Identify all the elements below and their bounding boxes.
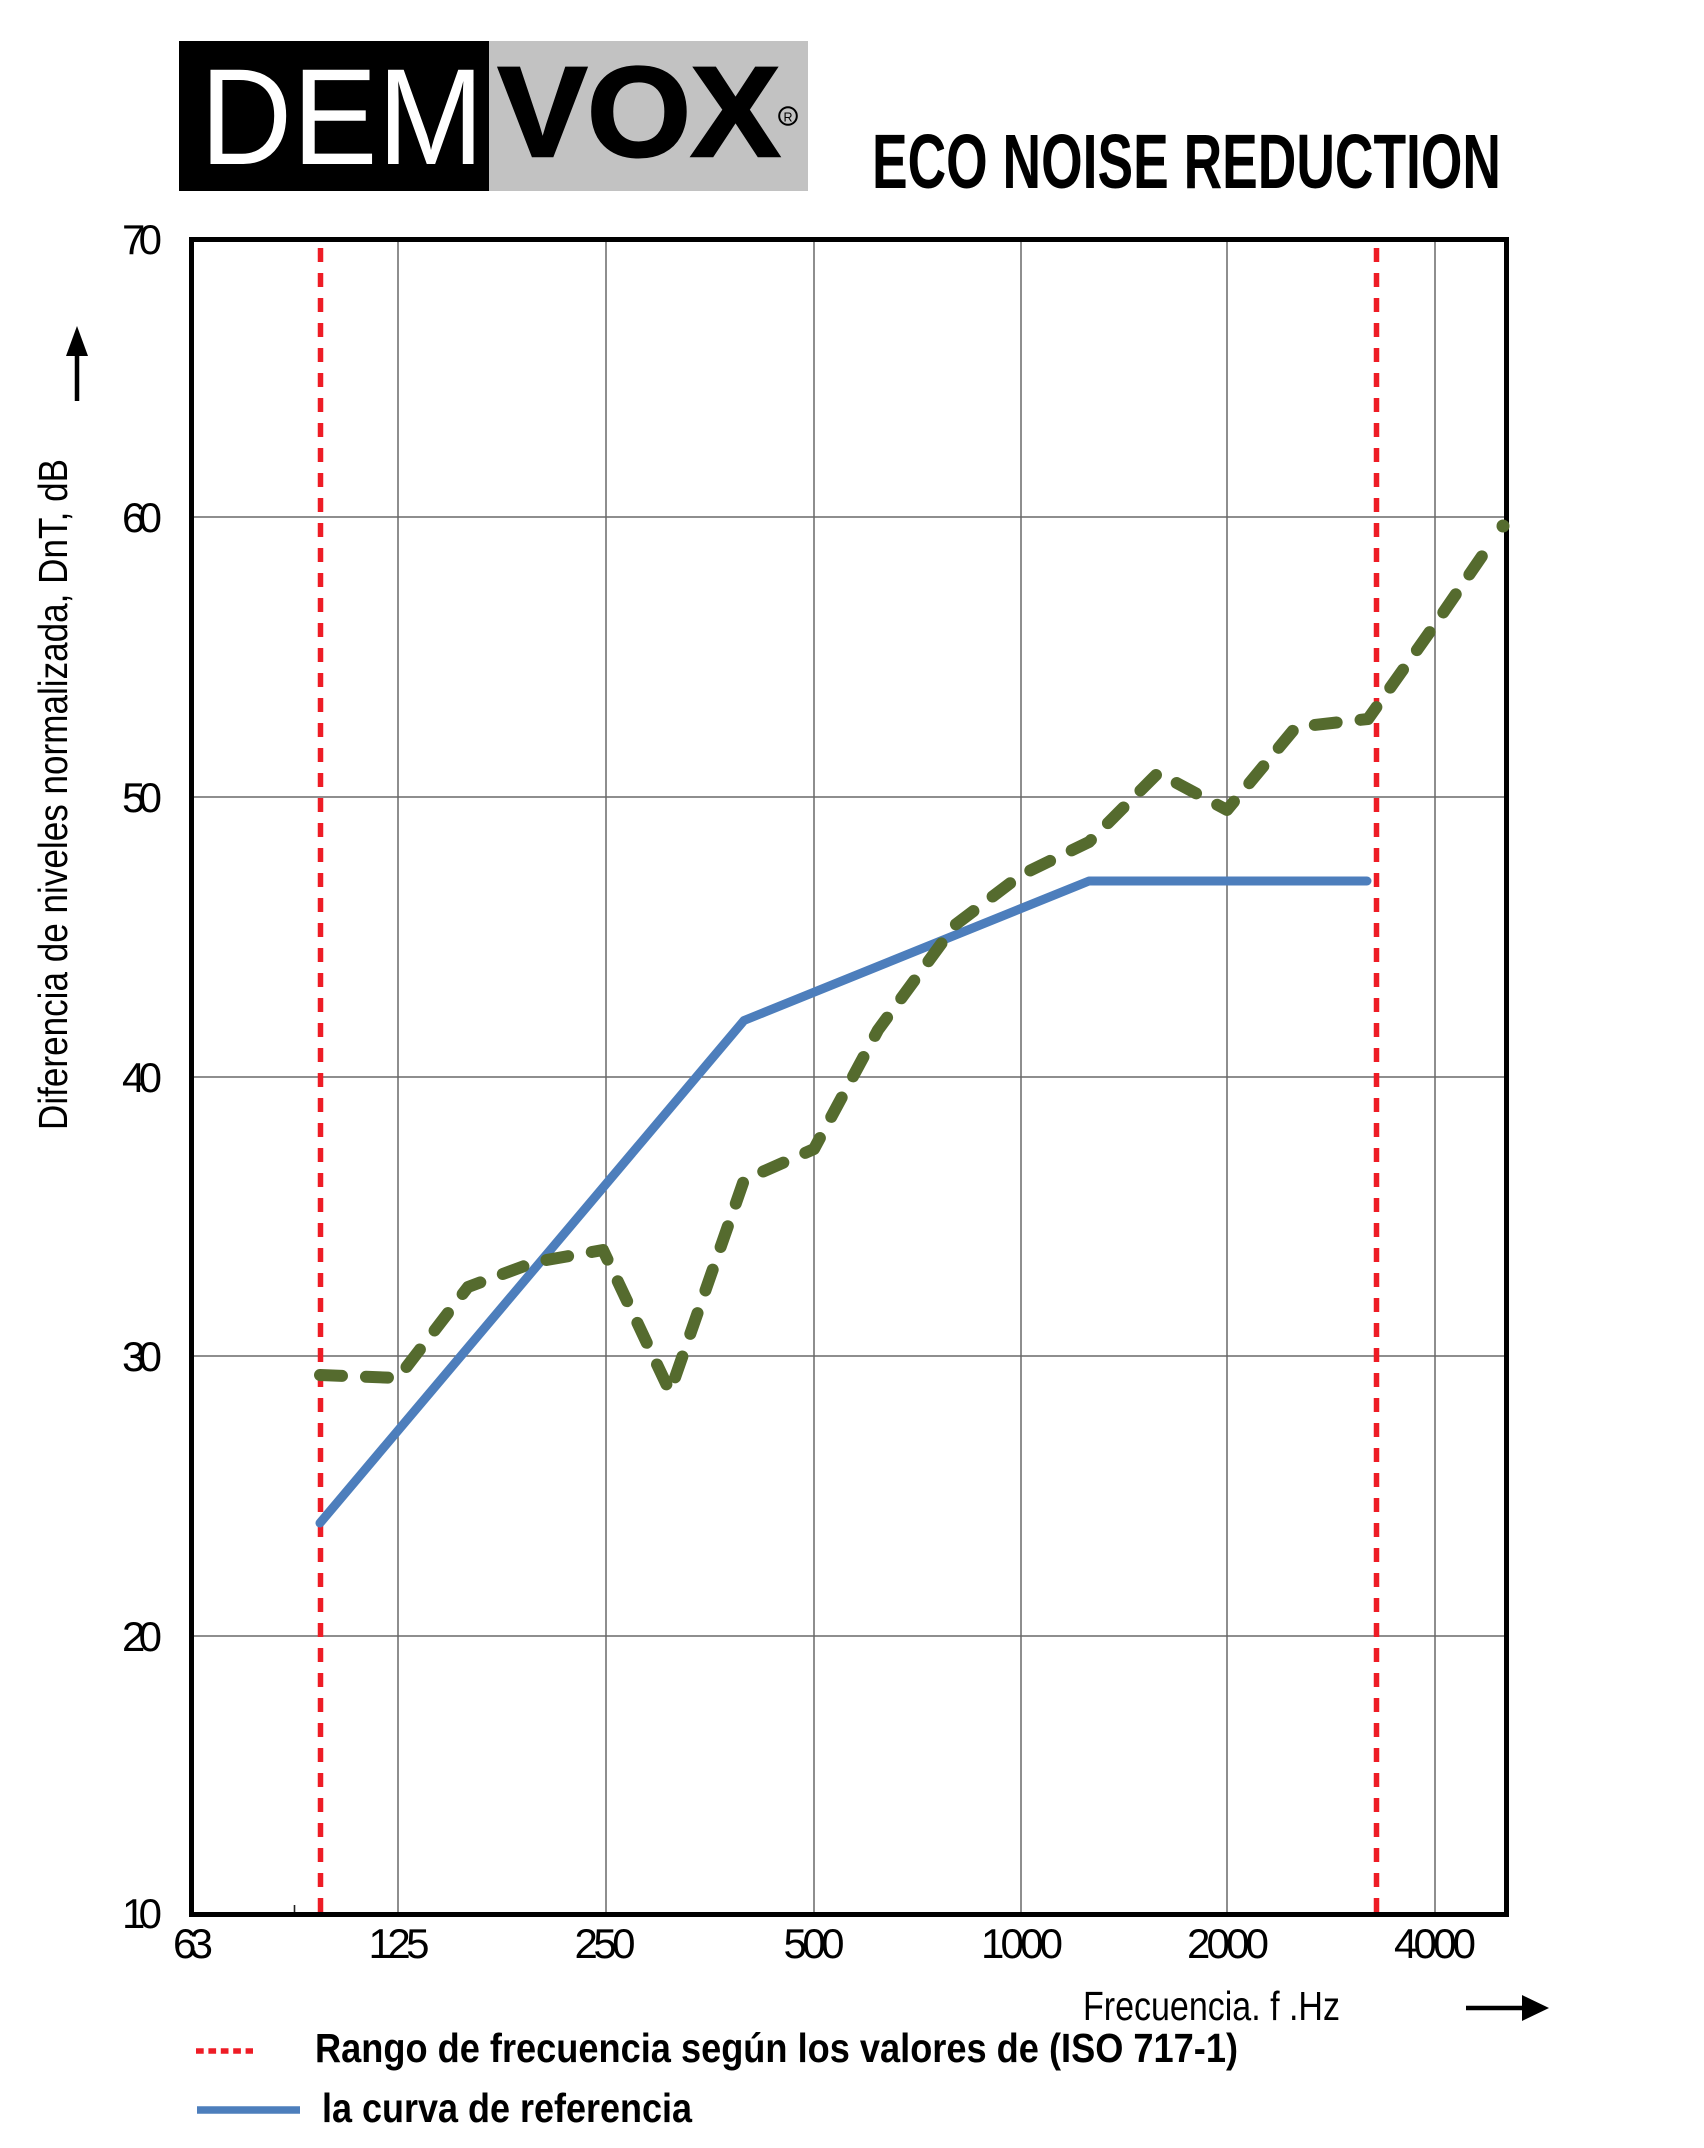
svg-text:60: 60 xyxy=(122,494,162,541)
svg-text:ECO NOISE REDUCTION: ECO NOISE REDUCTION xyxy=(872,119,1501,205)
svg-text:500: 500 xyxy=(784,1920,845,1967)
svg-text:DEM: DEM xyxy=(200,41,484,194)
svg-text:R: R xyxy=(783,111,792,125)
svg-text:VOX: VOX xyxy=(498,41,780,184)
svg-text:63: 63 xyxy=(173,1920,213,1967)
svg-text:1000: 1000 xyxy=(981,1920,1063,1967)
svg-text:4000: 4000 xyxy=(1394,1920,1476,1967)
svg-text:Frecuencia. f .Hz: Frecuencia. f .Hz xyxy=(1083,1983,1340,2029)
svg-text:Diferencia de niveles normaliz: Diferencia de niveles normalizada, DnT, … xyxy=(30,459,76,1130)
svg-text:125: 125 xyxy=(369,1920,430,1967)
svg-text:10: 10 xyxy=(122,1890,162,1937)
svg-text:30: 30 xyxy=(122,1333,162,1380)
svg-text:40: 40 xyxy=(122,1054,162,1101)
svg-text:70: 70 xyxy=(122,216,162,263)
svg-text:50: 50 xyxy=(122,774,162,821)
svg-text:2000: 2000 xyxy=(1187,1920,1269,1967)
svg-text:250: 250 xyxy=(575,1920,636,1967)
svg-text:Rango de frecuencia según los: Rango de frecuencia según los valores de… xyxy=(315,2025,1238,2071)
svg-text:20: 20 xyxy=(122,1613,162,1660)
svg-text:la curva de referencia: la curva de referencia xyxy=(322,2085,693,2131)
